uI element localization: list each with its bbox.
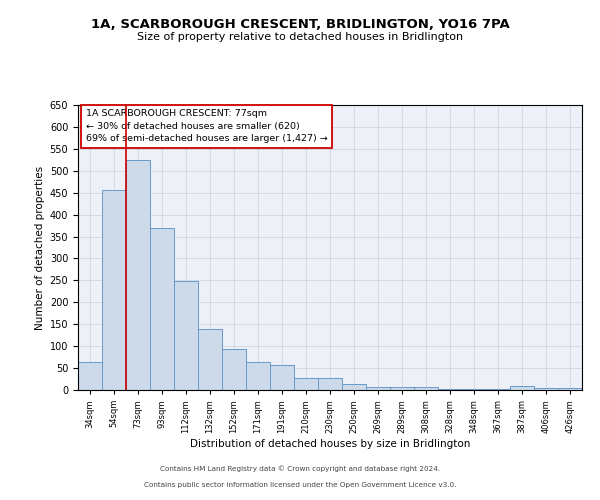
Bar [318, 378, 342, 390]
Bar [438, 388, 462, 390]
Text: Size of property relative to detached houses in Bridlington: Size of property relative to detached ho… [137, 32, 463, 42]
Bar [558, 388, 582, 390]
Bar [390, 388, 414, 390]
Bar [366, 388, 390, 390]
Bar [222, 349, 246, 390]
Text: 1A, SCARBOROUGH CRESCENT, BRIDLINGTON, YO16 7PA: 1A, SCARBOROUGH CRESCENT, BRIDLINGTON, Y… [91, 18, 509, 30]
Bar [270, 366, 294, 390]
Bar [414, 388, 438, 390]
Bar [150, 228, 174, 390]
Text: Contains HM Land Registry data © Crown copyright and database right 2024.: Contains HM Land Registry data © Crown c… [160, 466, 440, 472]
Bar [342, 384, 366, 390]
Bar [102, 190, 126, 390]
Text: Contains public sector information licensed under the Open Government Licence v3: Contains public sector information licen… [144, 482, 456, 488]
Text: 1A SCARBOROUGH CRESCENT: 77sqm
← 30% of detached houses are smaller (620)
69% of: 1A SCARBOROUGH CRESCENT: 77sqm ← 30% of … [86, 110, 328, 144]
Bar [246, 362, 270, 390]
Bar [462, 388, 486, 390]
Bar [486, 388, 510, 390]
Bar [534, 388, 558, 390]
Bar [198, 328, 222, 390]
Bar [294, 378, 318, 390]
Bar [174, 282, 198, 390]
Bar [78, 362, 102, 390]
Bar [126, 160, 150, 390]
Bar [510, 386, 534, 390]
Y-axis label: Number of detached properties: Number of detached properties [35, 166, 46, 330]
X-axis label: Distribution of detached houses by size in Bridlington: Distribution of detached houses by size … [190, 438, 470, 448]
